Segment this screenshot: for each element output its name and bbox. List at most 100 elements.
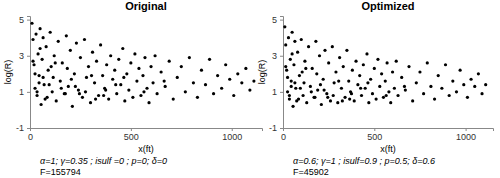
point [122,76,125,79]
point [289,58,292,61]
point [318,54,321,57]
point [91,51,94,54]
point [404,88,407,91]
point [387,90,390,93]
point [358,74,361,77]
tick-mark [30,128,31,131]
point [129,61,132,64]
point [353,99,356,102]
point [188,56,191,59]
point [163,79,166,82]
tick-mark [280,56,283,57]
point [160,70,163,73]
tick-label: 5 [272,15,277,25]
point [444,63,447,66]
point [302,81,305,84]
point [362,63,365,66]
point [411,99,414,102]
point [309,85,312,88]
point [93,81,96,84]
point [307,45,310,48]
point [67,85,70,88]
point [196,96,199,99]
point [433,97,436,100]
point [329,99,332,102]
point [109,54,112,57]
axis-line [280,17,284,129]
tick-mark [27,20,30,21]
x-axis-title: x(ft) [138,144,154,154]
point [336,101,339,104]
point [35,90,38,93]
point [47,69,50,72]
point [55,99,58,102]
point [36,52,39,55]
point [155,92,158,95]
y-axis: -1135 [16,15,31,133]
tick-label: 3 [19,51,24,61]
point [429,85,432,88]
point [385,94,388,97]
point [403,85,406,88]
point [316,88,319,91]
point [354,60,357,63]
point [385,61,388,64]
point [59,79,62,82]
point [290,85,293,88]
point [311,67,314,70]
point [301,94,304,97]
point [37,74,40,77]
point [65,34,68,37]
point [286,90,289,93]
point [60,87,63,90]
tick-label: 0 [281,132,286,142]
point [119,83,122,86]
tick-mark [280,128,283,129]
point [90,74,93,77]
x-axis-title: x(ft) [380,144,396,154]
tick-mark [283,128,284,131]
point [71,105,74,108]
point [133,52,136,55]
point [101,74,104,77]
point [31,38,34,41]
point [426,61,429,64]
point [347,79,350,82]
point [313,96,316,99]
point [369,78,372,81]
point [484,83,487,86]
tick-label: -1 [16,123,24,133]
point [337,79,340,82]
point [172,97,175,100]
point [57,40,60,43]
title: Original [125,0,167,12]
point [319,83,322,86]
point [61,61,64,64]
point [89,101,92,104]
point [141,74,144,77]
point [297,97,300,100]
point [115,92,118,95]
tick-mark [280,92,283,93]
point [364,87,367,90]
tick-mark [466,128,467,131]
point [153,54,156,57]
point [422,92,425,95]
point [149,65,152,68]
point [380,72,383,75]
point [325,92,328,95]
annotation: α=0.6; γ=1 ; isulf=0.9 ; p=0.5; δ=0.6 [293,156,435,166]
point [360,94,363,97]
point [87,65,90,68]
point [288,97,291,100]
point [466,96,469,99]
point [208,58,211,61]
point [332,94,335,97]
point [69,49,72,52]
tick-label: 0 [28,132,33,142]
point [164,85,167,88]
tick: 1000 [222,128,242,142]
point [32,63,35,66]
point [41,58,44,61]
point [322,88,325,91]
